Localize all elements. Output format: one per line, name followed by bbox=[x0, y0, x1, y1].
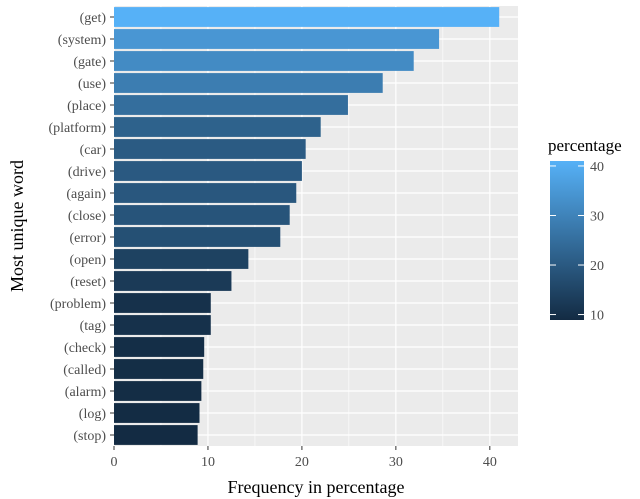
y-tick-label: (error) bbox=[69, 231, 106, 246]
x-tick-label: 40 bbox=[483, 455, 497, 470]
y-tick-label: (log) bbox=[79, 407, 107, 422]
legend-tick-label: 20 bbox=[590, 259, 604, 274]
bar bbox=[114, 29, 440, 49]
y-tick-label: (gate) bbox=[73, 55, 106, 70]
legend-tick-label: 10 bbox=[590, 309, 604, 324]
y-tick-label: (car) bbox=[80, 143, 107, 158]
bar bbox=[114, 7, 500, 27]
x-tick-label: 0 bbox=[111, 455, 118, 470]
bar bbox=[114, 51, 414, 71]
y-tick-label: (problem) bbox=[50, 297, 106, 312]
bar bbox=[114, 161, 302, 181]
y-axis-title: Most unique word bbox=[7, 160, 27, 292]
bar bbox=[114, 249, 249, 269]
bar bbox=[114, 205, 290, 225]
bar bbox=[114, 381, 202, 401]
bar bbox=[114, 403, 200, 423]
y-tick-label: (drive) bbox=[68, 165, 106, 180]
x-axis-title: Frequency in percentage bbox=[228, 477, 405, 497]
y-axis-ticks: (get) (system) (gate) (use) (place) (platform… bbox=[48, 11, 114, 444]
bar bbox=[114, 425, 198, 445]
y-tick-label: (reset) bbox=[70, 275, 106, 290]
legend-tick-label: 40 bbox=[590, 160, 604, 175]
y-tick-label: (platform) bbox=[48, 121, 106, 136]
plot-panel bbox=[114, 6, 518, 446]
bar bbox=[114, 359, 204, 379]
y-tick-label: (tag) bbox=[80, 319, 107, 334]
legend-colorbar bbox=[550, 161, 584, 320]
bar bbox=[114, 293, 211, 313]
legend-tick-label: 30 bbox=[590, 209, 604, 224]
y-tick-label: (again) bbox=[66, 187, 106, 202]
bar bbox=[114, 271, 232, 291]
x-axis-ticks: 0 10 20 30 40 bbox=[111, 446, 497, 470]
y-tick-label: (alarm) bbox=[65, 385, 107, 400]
x-tick-label: 20 bbox=[295, 455, 309, 470]
bar bbox=[114, 227, 281, 247]
y-tick-label: (system) bbox=[58, 33, 107, 48]
y-tick-label: (open) bbox=[69, 253, 106, 268]
y-tick-label: (place) bbox=[67, 99, 106, 114]
bar bbox=[114, 139, 306, 159]
y-tick-label: (called) bbox=[63, 363, 106, 378]
y-tick-label: (check) bbox=[64, 341, 106, 356]
y-tick-label: (stop) bbox=[73, 429, 106, 444]
bars bbox=[114, 7, 500, 445]
y-tick-label: (use) bbox=[78, 77, 106, 92]
bar bbox=[114, 315, 211, 335]
bar bbox=[114, 337, 205, 357]
bar bbox=[114, 73, 383, 93]
bar bbox=[114, 95, 348, 115]
legend-ticks: 10 20 30 40 bbox=[550, 160, 604, 324]
bar bbox=[114, 117, 321, 137]
y-tick-label: (get) bbox=[80, 11, 107, 26]
x-tick-label: 10 bbox=[201, 455, 215, 470]
y-tick-label: (close) bbox=[68, 209, 106, 224]
bar bbox=[114, 183, 297, 203]
x-tick-label: 30 bbox=[389, 455, 403, 470]
legend-title: percentage bbox=[548, 136, 622, 155]
